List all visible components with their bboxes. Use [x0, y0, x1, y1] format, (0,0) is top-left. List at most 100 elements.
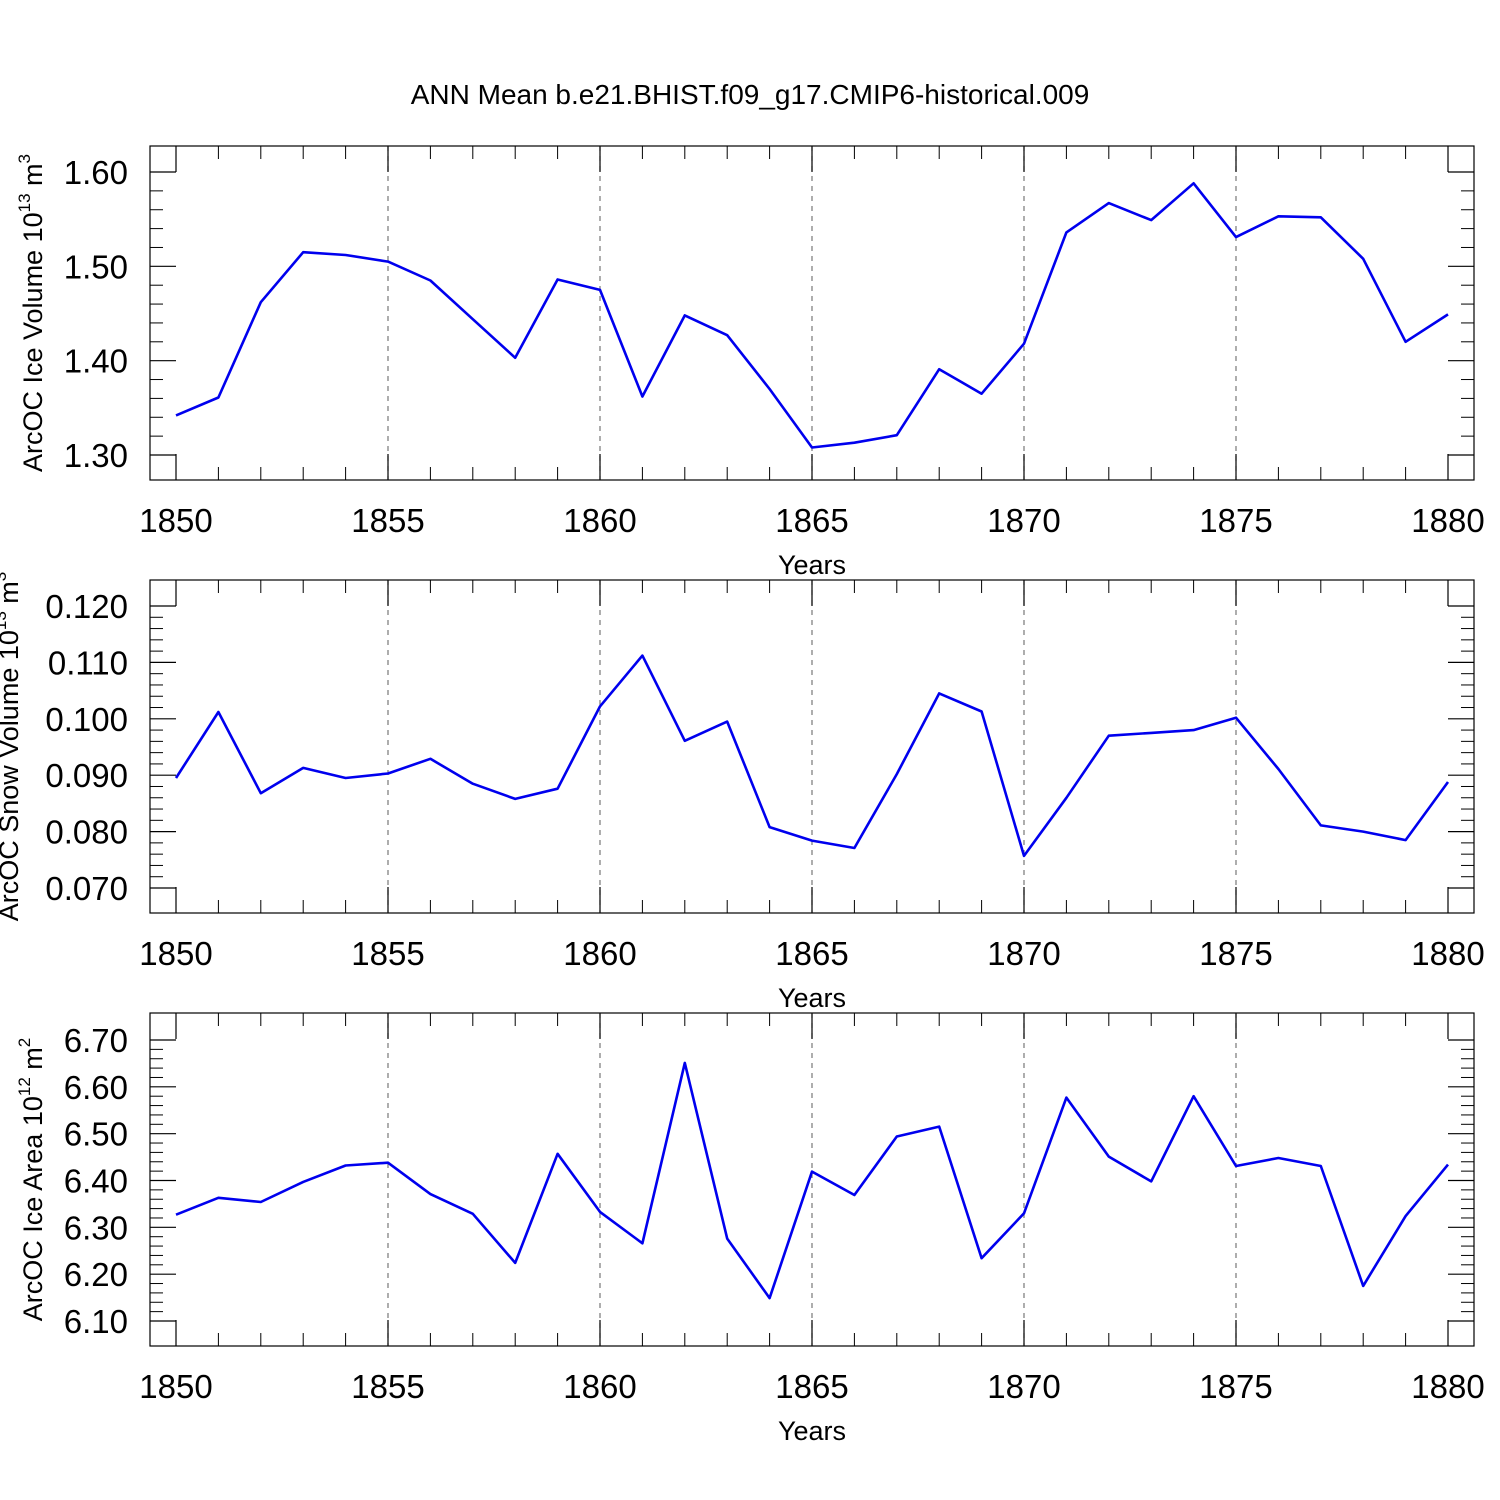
data-point: [556, 278, 560, 282]
data-point: [810, 839, 814, 843]
data-point: [725, 1237, 729, 1241]
x-tick-label: 1875: [1199, 502, 1272, 539]
y-tick-label: 6.70: [64, 1022, 128, 1059]
data-point: [1022, 1211, 1026, 1215]
y-axis-title-unit-exponent: 2: [15, 1038, 34, 1047]
data-point: [428, 278, 432, 282]
data-point: [1404, 1214, 1408, 1218]
data-point: [386, 772, 390, 776]
data-point: [895, 772, 899, 776]
data-point: [1192, 181, 1196, 185]
y-tick-label: 0.100: [45, 701, 128, 738]
data-point: [1064, 796, 1068, 800]
data-point: [1022, 342, 1026, 346]
y-tick-label: 6.50: [64, 1116, 128, 1153]
data-point: [1361, 1284, 1365, 1288]
series-line: [174, 654, 1450, 858]
data-point: [259, 791, 263, 795]
data-point: [810, 445, 814, 449]
data-point: [1234, 1164, 1238, 1168]
x-tick-label: 1880: [1411, 502, 1484, 539]
data-point: [683, 313, 687, 317]
data-point: [1107, 1155, 1111, 1159]
y-tick-label: 0.090: [45, 757, 128, 794]
data-point: [428, 1192, 432, 1196]
x-tick-label: 1860: [563, 1368, 636, 1405]
data-point: [1404, 838, 1408, 842]
data-point: [174, 1213, 178, 1217]
data-point: [1446, 1163, 1450, 1167]
data-point: [1276, 214, 1280, 218]
panel-2: 1850 1855 1860 1865 1870 1875 1880 Years 0.070 0.…: [0, 572, 1485, 1013]
y-tick-label: 1.60: [64, 154, 128, 191]
chart-panels: 1850 1855 1860 1865 1870 1875 1880 Years 1.30 1.4…: [0, 145, 1485, 1446]
data-point: [386, 260, 390, 264]
y-axis-title-exponent: 12: [15, 1077, 34, 1096]
y-tick-label: 6.10: [64, 1303, 128, 1340]
y-axis-title: ArcOC Ice Area 1012 m2: [15, 1038, 48, 1322]
x-tick-label: 1875: [1199, 935, 1272, 972]
y-axis-title-exponent: 13: [0, 611, 10, 630]
data-point: [1446, 780, 1450, 784]
x-tick-label: 1860: [563, 502, 636, 539]
y-tick-label: 0.080: [45, 814, 128, 851]
data-point: [1276, 767, 1280, 771]
data-point: [471, 317, 475, 321]
data-point: [725, 333, 729, 337]
data-point: [640, 654, 644, 658]
y-axis-title-base: ArcOC Ice Volume 10: [18, 212, 48, 472]
data-point: [301, 766, 305, 770]
data-point: [259, 300, 263, 304]
data-point: [301, 250, 305, 254]
data-point: [471, 782, 475, 786]
data-point: [1064, 230, 1068, 234]
data-point: [1361, 830, 1365, 834]
data-point: [1064, 1096, 1068, 1100]
panel-1: 1850 1855 1860 1865 1870 1875 1880 Years 1.30 1.4…: [15, 145, 1485, 580]
x-tick-label: 1880: [1411, 1368, 1484, 1405]
y-tick-label: 1.40: [64, 343, 128, 380]
data-point: [1319, 1164, 1323, 1168]
data-point: [344, 253, 348, 257]
data-point: [1446, 312, 1450, 316]
y-tick-label: 0.070: [45, 870, 128, 907]
y-tick-label: 1.30: [64, 437, 128, 474]
data-point: [1192, 1094, 1196, 1098]
x-tick-label: 1855: [351, 935, 424, 972]
x-tick-label: 1865: [775, 1368, 848, 1405]
data-point: [598, 1210, 602, 1214]
x-tick-label: 1870: [987, 502, 1060, 539]
y-tick-label: 6.60: [64, 1069, 128, 1106]
x-tick-label: 1850: [139, 1368, 212, 1405]
x-tick-label: 1865: [775, 502, 848, 539]
data-point: [1107, 201, 1111, 205]
data-point: [640, 395, 644, 399]
data-point: [980, 1256, 984, 1260]
y-axis-title-unit: m: [18, 163, 48, 193]
data-point: [556, 1152, 560, 1156]
x-axis-title: Years: [778, 550, 846, 580]
data-point: [683, 739, 687, 743]
y-axis-title: ArcOC Ice Volume 1013 m3: [15, 154, 48, 472]
y-tick-label: 6.20: [64, 1256, 128, 1293]
x-tick-label: 1870: [987, 1368, 1060, 1405]
x-tick-label: 1850: [139, 502, 212, 539]
data-point: [216, 1196, 220, 1200]
y-axis-title-unit-exponent: 3: [0, 572, 10, 581]
data-point: [1404, 340, 1408, 344]
data-point: [174, 413, 178, 417]
data-point: [937, 367, 941, 371]
data-point: [598, 704, 602, 708]
data-point: [1276, 1156, 1280, 1160]
y-tick-label: 6.30: [64, 1209, 128, 1246]
data-point: [1149, 218, 1153, 222]
y-axis-title-unit: m: [18, 1047, 48, 1077]
y-tick-label: 0.110: [48, 644, 128, 681]
x-tick-label: 1870: [987, 935, 1060, 972]
data-point: [937, 691, 941, 695]
data-point: [852, 1193, 856, 1197]
data-point: [1022, 854, 1026, 858]
y-axis-title-base: ArcOC Snow Volume 10: [0, 630, 24, 921]
data-point: [852, 441, 856, 445]
